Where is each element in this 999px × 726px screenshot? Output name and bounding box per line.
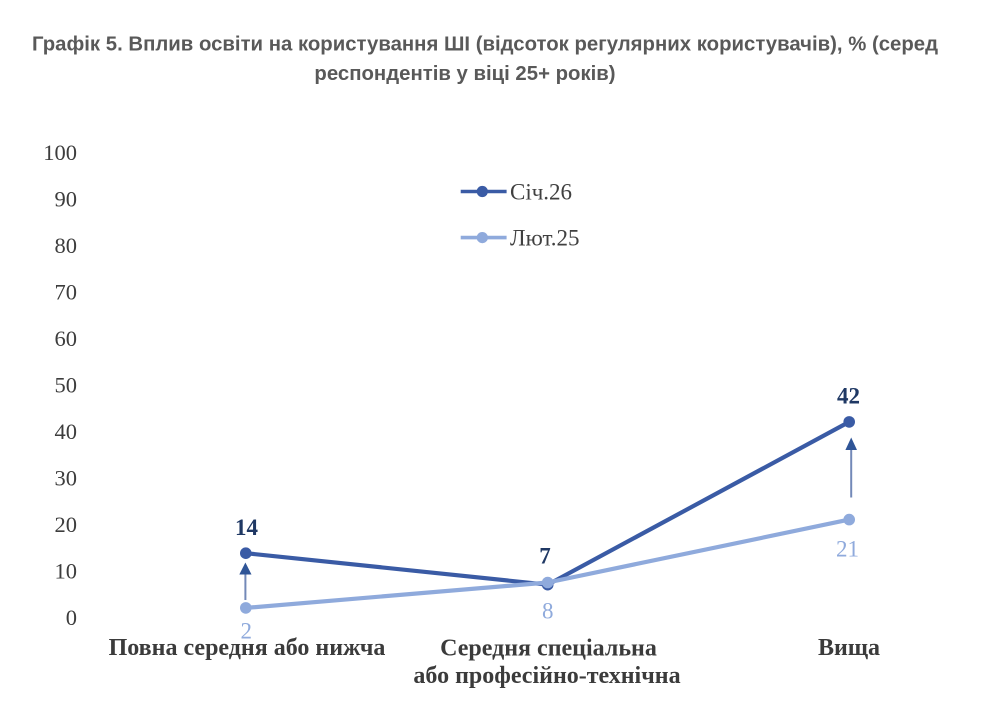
svg-text:70: 70: [55, 280, 78, 305]
svg-text:80: 80: [55, 233, 78, 258]
svg-text:2: 2: [241, 619, 253, 644]
svg-text:60: 60: [55, 326, 78, 351]
svg-text:50: 50: [55, 373, 78, 398]
svg-text:Повна середня або нижча: Повна середня або нижча: [109, 635, 386, 661]
svg-text:10: 10: [55, 559, 78, 584]
svg-text:Вища: Вища: [818, 635, 880, 661]
svg-text:90: 90: [55, 187, 78, 212]
svg-text:Графік 5. Вплив освіти на кори: Графік 5. Вплив освіти на користування Ш…: [32, 34, 938, 56]
svg-text:42: 42: [837, 383, 860, 408]
svg-text:21: 21: [836, 537, 859, 562]
svg-text:8: 8: [542, 599, 554, 624]
svg-text:20: 20: [55, 512, 78, 537]
svg-text:0: 0: [66, 605, 77, 630]
svg-text:Лют.25: Лют.25: [510, 226, 580, 251]
svg-text:30: 30: [55, 466, 78, 491]
svg-text:або професійно-технічна: або професійно-технічна: [413, 663, 680, 689]
svg-text:респондентів у віці 25+ років): респондентів у віці 25+ років): [314, 63, 615, 85]
svg-text:Середня спеціальна: Середня спеціальна: [440, 636, 657, 662]
svg-text:100: 100: [43, 140, 77, 165]
svg-text:Січ.26: Січ.26: [510, 180, 572, 205]
svg-text:7: 7: [539, 544, 551, 569]
svg-text:14: 14: [235, 515, 259, 540]
svg-text:40: 40: [55, 419, 78, 444]
